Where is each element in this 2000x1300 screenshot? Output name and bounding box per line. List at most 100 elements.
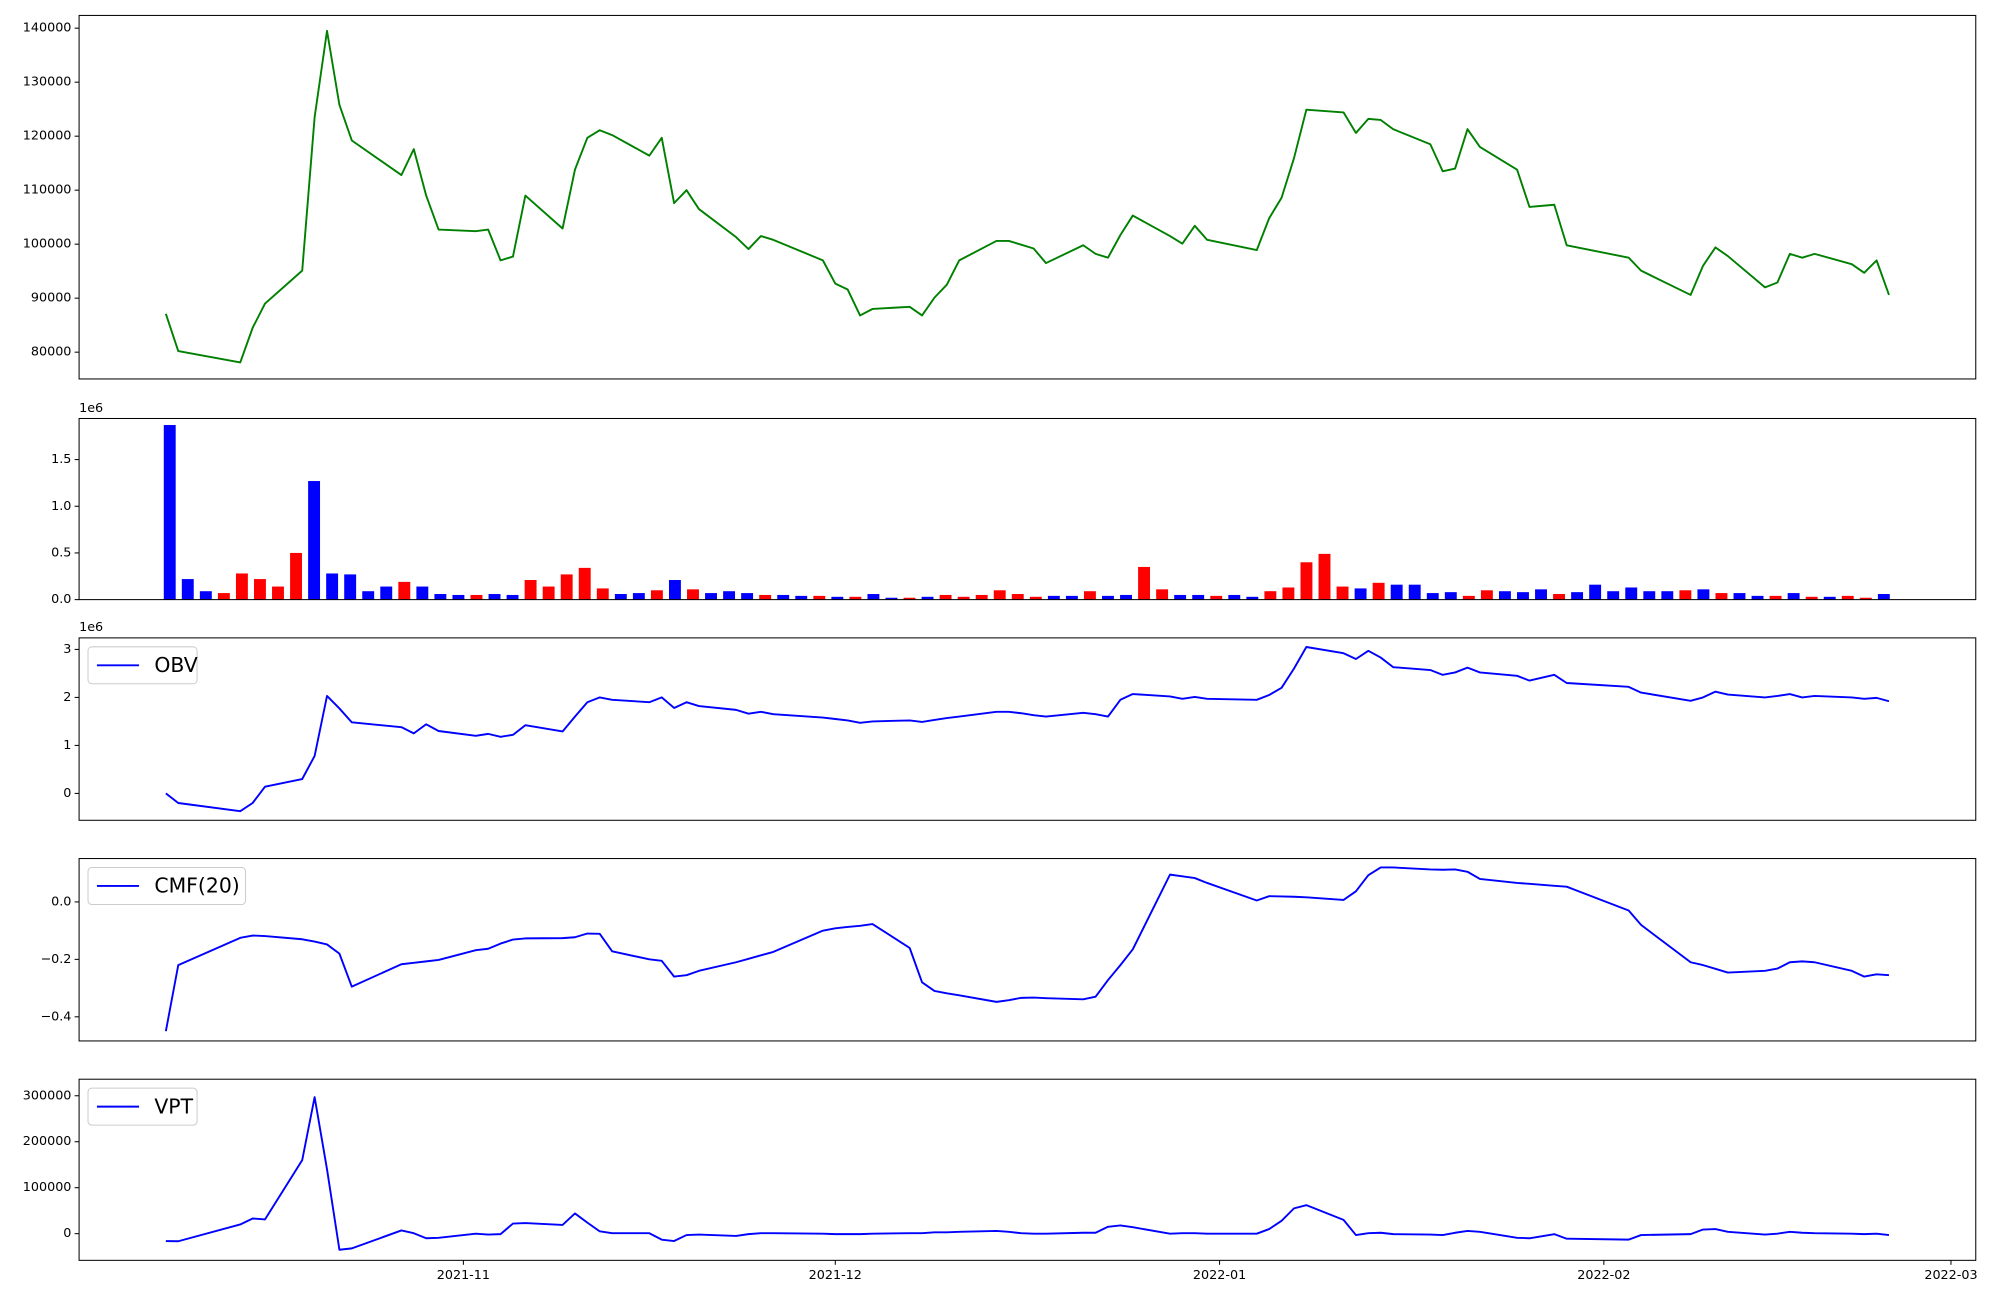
volume-bar [362,591,375,600]
volume-bar [560,574,573,600]
volume-bar [217,593,230,600]
volume-bar [1210,595,1223,600]
volume-bar [687,589,699,600]
volume-bar [1553,594,1566,600]
data-line [164,29,1890,364]
volume-bar [1859,597,1872,600]
volume-bar [1120,594,1132,600]
volume-bar [921,596,934,600]
legend-box [87,1087,198,1126]
volume-bar [1138,566,1151,600]
volume-bar [542,586,555,600]
axes-frame [78,637,1977,821]
volume-bar [235,573,248,600]
volume-bar [975,594,988,600]
y-tick-label: 110000 [23,183,72,198]
volume-bar [1246,596,1259,600]
volume-bar [1877,594,1890,600]
y-tick-label: 3 [63,642,71,657]
volume-bar [1517,592,1529,600]
y-tick-label: 100000 [23,237,72,252]
volume-bar [759,594,772,600]
volume-bar [380,586,393,600]
volume-bar [1535,589,1547,600]
data-line [165,1096,1890,1251]
volume-bar [813,595,826,600]
volume-bar [416,586,429,600]
volume-bar [181,579,194,600]
x-tick-label: 2022-03 [1924,1268,1977,1283]
y-tick-label: −0.4 [40,1009,71,1024]
volume-bar [1625,587,1638,600]
volume-bar [1823,596,1836,600]
volume-bar [1102,595,1114,600]
volume-bar [1282,587,1295,600]
y-tick-label: 80000 [31,345,72,360]
data-line [164,866,1890,1032]
volume-bar [1336,586,1349,600]
y-tick-label: 200000 [23,1134,72,1149]
plot-area [164,866,1890,1032]
volume-bar [1462,595,1475,600]
axes-frame [78,1078,1977,1261]
volume-bar [1174,594,1187,600]
volume-bar [1607,591,1620,600]
volume-bar [506,594,519,600]
volume-bar [578,567,591,600]
y-tick-label: 1 [63,738,71,753]
legend-label: VPT [154,1094,193,1118]
volume-bar [885,597,898,600]
y-tick-label: 90000 [31,291,72,306]
plot-area [163,425,1890,600]
legend-box [87,866,247,905]
volume-bar [668,580,681,600]
axes-frame [78,858,1977,1042]
x-tick-label: 2022-02 [1577,1268,1630,1283]
volume-bar [1156,589,1169,600]
volume-bar [1390,584,1403,600]
volume-bar [614,594,627,600]
y-tick-label: 2 [63,690,71,705]
volume-bar [1300,562,1313,600]
y-tick-label: 1.5 [51,452,71,467]
x-tick-label: 2021-12 [809,1268,862,1283]
volume-bar [1011,594,1024,600]
volume-bar [1498,591,1511,600]
volume-bar [488,594,501,600]
volume-bar [1264,591,1277,600]
volume-bar [272,586,284,600]
y-tick-label: 0.0 [51,592,71,607]
volume-bar [777,594,790,600]
legend-label: OBV [154,653,197,677]
axes-frame [78,417,1977,601]
volume-bar [1029,596,1042,600]
y-tick-label: 0 [63,1226,71,1241]
volume-bar [632,593,645,600]
volume-bar [1841,595,1854,600]
volume-bar [1318,553,1331,600]
legend-box [87,646,198,685]
volume-bar [1805,596,1818,600]
volume-bar [1047,595,1060,600]
volume-bar [1697,589,1710,600]
y-tick-label: 100000 [23,1180,72,1195]
volume-bar [163,425,176,600]
volume-bar [398,581,411,600]
volume-bar [1571,592,1584,600]
y-tick-label: 140000 [23,21,72,36]
plot-area [164,29,1890,364]
y-tick-label: 120000 [23,129,72,144]
volume-bar [1065,595,1078,600]
data-line [165,646,1890,813]
y-tick-label: 0.0 [51,894,71,909]
y-tick-label: 0 [63,786,71,801]
x-tick-label: 2021-11 [437,1268,490,1283]
volume-bar [1480,590,1493,600]
volume-bar [705,593,717,600]
volume-bar [650,590,663,600]
volume-bar [1408,584,1421,600]
volume-bar [939,594,952,600]
volume-bar [1661,591,1674,600]
volume-bar [1679,590,1692,600]
